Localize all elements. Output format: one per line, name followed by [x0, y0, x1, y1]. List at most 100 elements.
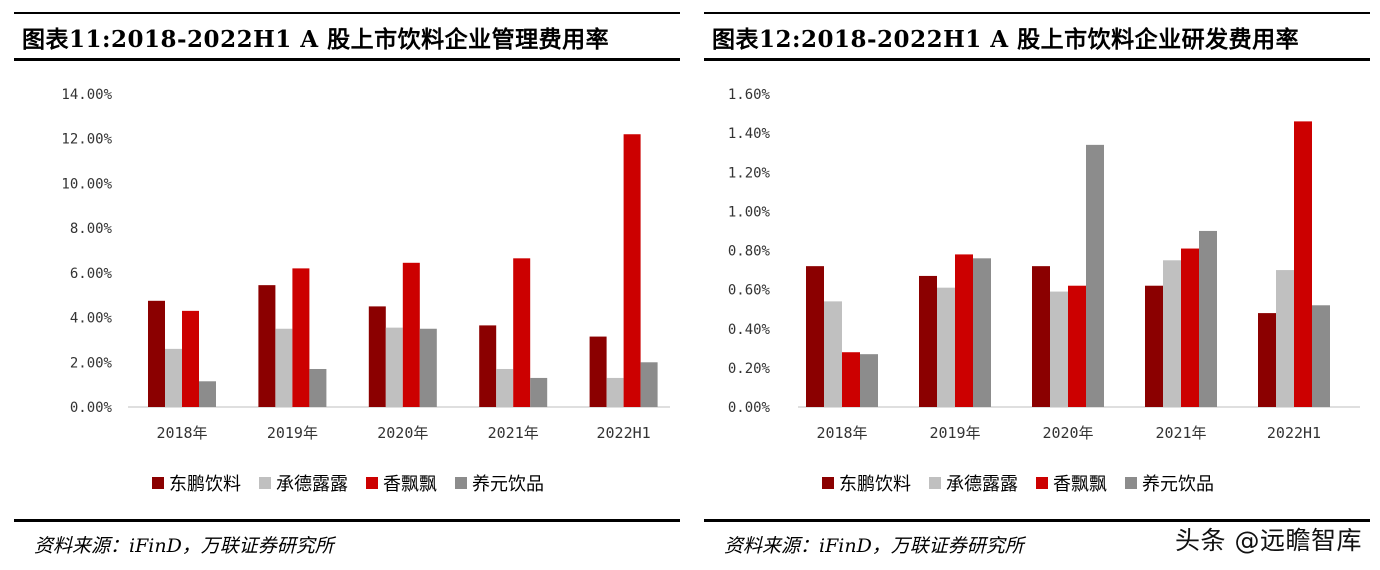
legend-label: 香飘飘: [383, 474, 437, 495]
legend-item: 东鹏饮料: [152, 470, 241, 496]
bar-4-1: [199, 381, 216, 407]
top-rule: [704, 12, 1370, 14]
bar-4-5: [640, 362, 658, 407]
y-tick-label: 10.00%: [61, 176, 112, 192]
bar-3-5: [1294, 121, 1312, 407]
bar-2-5: [606, 377, 624, 407]
bar-1-5: [589, 336, 607, 407]
y-tick-label: 1.00%: [728, 204, 771, 220]
legend-label: 承德露露: [276, 474, 348, 495]
legend-swatch: [259, 477, 271, 489]
legend-label: 承德露露: [946, 474, 1018, 495]
chart-panel-management-expense: 图表11:2018-2022H1 A 股上市饮料企业管理费用率 0.00% 2.0…: [14, 12, 680, 557]
legend-swatch: [929, 477, 941, 489]
bar-1-2: [919, 275, 937, 407]
bottom-rule: [704, 519, 1370, 522]
y-tick-label: 6.00%: [70, 266, 113, 282]
chart-title: 图表11:2018-2022H1 A 股上市饮料企业管理费用率: [22, 26, 610, 53]
x-category-label: 2019年: [929, 424, 980, 442]
x-category-label: 2020年: [1042, 424, 1093, 442]
y-tick-label: 8.00%: [70, 221, 113, 237]
legend-swatch: [152, 477, 164, 489]
legend-swatch: [822, 477, 834, 489]
legend-label: 东鹏饮料: [169, 474, 241, 495]
bar-2-4: [496, 368, 514, 407]
legend-item: 承德露露: [259, 470, 348, 496]
y-tick-label: 0.80%: [728, 244, 771, 260]
bar-2-1: [824, 301, 842, 407]
title-rule: [704, 58, 1370, 61]
legend-swatch: [366, 477, 378, 489]
legend-swatch: [455, 477, 467, 489]
y-tick-label: 0.40%: [728, 322, 771, 338]
bar-1-4: [479, 325, 497, 407]
top-rule: [14, 12, 680, 14]
title-rule: [14, 58, 680, 61]
bar-3-5: [623, 134, 641, 407]
y-tick-label: 1.40%: [728, 126, 771, 142]
x-category-label: 2018年: [156, 424, 207, 442]
y-tick-label: 0.60%: [728, 283, 771, 299]
x-category-label: 2021年: [488, 424, 539, 442]
bar-4-2: [309, 368, 327, 407]
y-tick-label: 14.00%: [61, 87, 112, 103]
bar-3-1: [842, 352, 860, 407]
y-tick-label: 4.00%: [70, 311, 113, 327]
bar-2-1: [165, 348, 182, 407]
bar-4-4: [1199, 230, 1217, 407]
y-tick-label: 2.00%: [70, 355, 113, 371]
bar-3-1: [182, 310, 199, 407]
x-category-label: 2022H1: [1267, 424, 1321, 442]
legend-item: 香飘飘: [366, 470, 437, 496]
bar-2-3: [1050, 291, 1068, 407]
x-category-label: 2019年: [267, 424, 318, 442]
x-category-label: 2022H1: [597, 424, 651, 442]
x-category-label: 2018年: [816, 424, 867, 442]
bar-4-3: [419, 328, 437, 407]
legend-swatch: [1125, 477, 1137, 489]
y-tick-label: 0.00%: [728, 400, 771, 416]
bar-2-3: [385, 327, 403, 407]
chart-legend: 东鹏饮料 承德露露 香飘飘 养元饮品: [822, 470, 1232, 496]
chart-panel-rnd-expense: 图表12:2018-2022H1 A 股上市饮料企业研发费用率 0.00% 0.2…: [690, 0, 1380, 570]
bar-3-3: [1068, 285, 1086, 407]
source-note: 资料来源：iFinD，万联证券研究所: [34, 535, 334, 557]
bar-3-4: [513, 258, 531, 407]
x-category-label: 2020年: [377, 424, 428, 442]
bar-2-2: [937, 287, 955, 407]
y-tick-label: 0.00%: [70, 400, 113, 416]
y-tick-label: 1.20%: [728, 165, 771, 181]
source-note: 资料来源：iFinD，万联证券研究所: [724, 535, 1024, 557]
legend-label: 香飘飘: [1053, 474, 1107, 495]
bar-4-3: [1086, 144, 1104, 408]
legend-item: 承德露露: [929, 470, 1018, 496]
watermark-text: 头条 @远瞻智库: [1175, 526, 1362, 555]
legend-item: 香飘飘: [1036, 470, 1107, 496]
bar-4-4: [530, 377, 548, 407]
y-tick-label: 0.20%: [728, 361, 771, 377]
legend-label: 养元饮品: [472, 474, 544, 495]
bar-1-3: [1032, 266, 1050, 407]
legend-swatch: [1036, 477, 1048, 489]
legend-item: 东鹏饮料: [822, 470, 911, 496]
bar-3-2: [955, 254, 973, 407]
legend-item: 养元饮品: [1125, 470, 1214, 496]
bar-2-5: [1276, 270, 1294, 407]
legend-item: 养元饮品: [455, 470, 544, 496]
bar-3-3: [402, 262, 420, 407]
bar-1-2: [258, 285, 276, 407]
bar-3-4: [1181, 248, 1199, 407]
legend-label: 东鹏饮料: [839, 474, 911, 495]
bar-1-1: [806, 266, 824, 407]
y-tick-label: 1.60%: [728, 87, 771, 103]
bar-4-2: [973, 258, 991, 407]
chart-title: 图表12:2018-2022H1 A 股上市饮料企业研发费用率: [712, 26, 1300, 53]
bar-4-5: [1312, 305, 1330, 407]
bar-1-1: [148, 300, 165, 407]
bar-1-4: [1145, 285, 1163, 407]
bar-4-1: [860, 354, 878, 407]
bar-2-4: [1163, 260, 1181, 407]
bar-chart-rnd-expense: 0.00% 0.20% 0.40% 0.60% 0.80% 1.00% 1.20% 1.40%…: [728, 87, 1360, 442]
y-tick-label: 12.00%: [61, 132, 112, 148]
legend-label: 养元饮品: [1142, 474, 1214, 495]
